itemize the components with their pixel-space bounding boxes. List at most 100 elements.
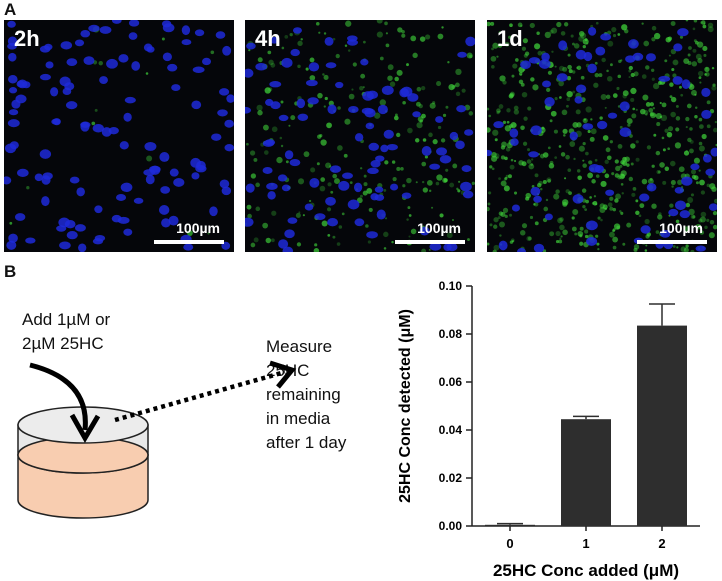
green-signal-dot [701,133,707,140]
nucleus [78,243,87,252]
green-signal-dot [517,22,523,28]
green-signal-dot [622,242,626,246]
green-signal-dot [445,168,449,172]
nucleus [66,231,78,240]
green-signal-dot [529,215,534,220]
nucleus [284,229,295,239]
green-signal-dot [633,244,640,250]
green-signal-dot [533,203,536,206]
green-signal-dot [641,22,644,25]
green-signal-dot [543,206,549,212]
micrograph-1d: 1d 100µm [487,20,717,252]
green-signal-dot [428,132,433,138]
green-signal-dot [643,40,650,47]
nucleus [269,81,282,88]
green-signal-dot [652,107,656,110]
nucleus [509,128,519,138]
green-signal-dot [571,42,575,46]
green-signal-dot [671,185,674,188]
green-signal-dot [669,82,674,87]
green-signal-dot [510,122,517,129]
green-signal-dot [513,105,519,111]
green-signal-dot [645,234,650,239]
green-signal-dot [445,105,449,109]
green-signal-dot [698,141,703,146]
green-signal-dot [677,179,683,185]
nucleus [436,147,448,156]
green-signal-dot [613,223,621,230]
nucleus [681,176,693,186]
green-signal-dot [563,22,569,27]
nucleus [74,224,86,232]
green-signal-dot [629,134,633,138]
green-signal-dot [345,20,352,27]
green-signal-dot [672,59,679,66]
green-signal-dot [568,191,572,196]
nucleus [347,199,360,210]
green-signal-dot [503,185,510,192]
green-signal-dot [688,208,695,216]
nucleus [123,112,132,122]
nucleus [224,144,234,152]
green-signal-dot [713,198,717,204]
nucleus [106,58,118,69]
green-signal-dot [689,148,694,154]
green-signal-dot [319,185,326,192]
green-signal-dot [510,158,514,162]
y-tick-label: 0.00 [439,519,463,533]
green-signal-dot [705,72,710,77]
green-signal-dot [323,74,329,80]
green-signal-dot [606,155,612,161]
nucleus [681,79,691,89]
nucleus [6,240,17,250]
green-signal-dot [600,218,603,222]
green-signal-dot [581,188,587,193]
green-signal-dot [431,206,434,209]
green-signal-dot [626,118,633,125]
green-signal-dot [614,159,619,164]
green-signal-dot [402,184,406,188]
nucleus [457,51,467,58]
nucleus [17,79,28,89]
nucleus [528,151,539,158]
nucleus [370,159,381,168]
green-signal-dot [694,106,698,109]
green-signal-dot [419,36,426,42]
nucleus [587,63,597,74]
green-signal-dot [26,186,30,190]
green-signal-dot [611,172,615,176]
green-signal-dot [367,240,372,244]
green-signal-dot [697,41,704,48]
green-signal-dot [685,20,689,22]
green-signal-dot [709,183,716,190]
green-signal-dot [469,54,473,59]
nucleus [575,84,587,94]
green-signal-dot [657,170,661,174]
green-signal-dot [549,231,555,237]
nucleus [690,163,700,171]
nucleus [314,213,326,221]
green-signal-dot [604,159,609,165]
green-signal-dot [664,128,669,133]
green-signal-dot [504,214,508,218]
nucleus [376,209,386,220]
green-signal-dot [674,142,682,149]
green-signal-dot [642,94,649,101]
green-signal-dot [392,176,397,182]
green-signal-dot [499,75,506,82]
green-signal-dot [255,182,260,188]
green-signal-dot [329,165,332,168]
green-signal-dot [626,163,630,167]
green-signal-dot [670,160,676,167]
green-signal-dot [549,29,554,34]
green-signal-dot [253,237,259,243]
green-signal-dot [281,46,285,50]
green-signal-dot [500,145,506,150]
green-signal-dot [551,50,554,53]
green-signal-dot [396,69,403,76]
green-signal-dot [590,128,597,135]
green-signal-dot [667,147,670,151]
green-signal-dot [436,81,442,87]
nucleus [583,51,593,62]
nucleus [4,143,17,154]
